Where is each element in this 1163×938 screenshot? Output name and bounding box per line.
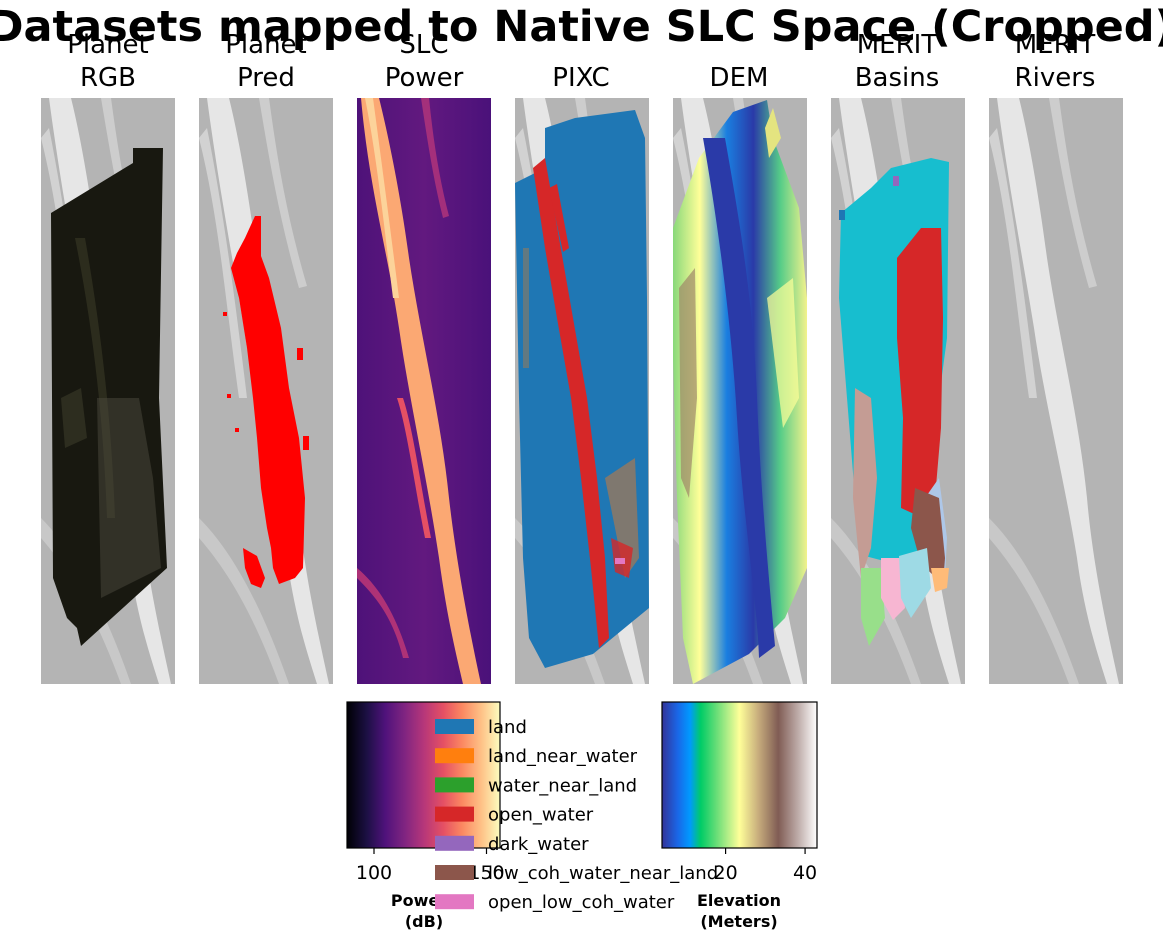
legend-label-open-water: open_water [488, 805, 594, 826]
power-colorbar-ticks: 100 150 [356, 848, 505, 884]
legend-swatch-open-water [435, 806, 474, 822]
legend-swatch-low-coh-water-near-land [435, 865, 474, 880]
panel-dem [673, 98, 807, 684]
panel-title-slc-power-line1: SLC [399, 30, 448, 60]
legend-label-water-near-land: water_near_land [488, 775, 637, 796]
elevation-colorbar-tick-label-1: 40 [793, 862, 817, 884]
power-colorbar-tick-label-1: 150 [468, 862, 504, 884]
elevation-colorbar-tick-label-0: 20 [713, 862, 737, 884]
elevation-colorbar-label-line1: Elevation [697, 891, 781, 910]
panel-title-planet-pred-line2: Pred [237, 63, 295, 93]
elevation-colorbar: 20 40 Elevation (Meters) [661, 701, 818, 931]
legend-label-low-coh-water-near-land: low_coh_water_near_land [488, 863, 718, 884]
panel-title-pixc: PIXC [552, 63, 609, 93]
panel-title-slc-power-line2: Power [385, 63, 464, 93]
legend-label-dark-water: dark_water [488, 834, 589, 855]
panel-title-planet-pred-line1: Planet [225, 30, 307, 60]
legend-label-open-low-coh-water: open_low_coh_water [488, 892, 675, 913]
legend-swatch-dark-water [435, 835, 474, 851]
power-colorbar-tick-label-0: 100 [356, 862, 392, 884]
power-colorbar: 100 150 Power (dB) [346, 701, 505, 931]
panel-slc-power [357, 98, 491, 684]
panel-title-planet-rgb-line2: RGB [80, 63, 136, 93]
pixc-legend: land land_near_water water_near_land open_w… [435, 717, 718, 913]
elevation-colorbar-gradient [661, 701, 818, 849]
panel-merit-rivers [989, 98, 1123, 684]
panel-titles: Planet RGB Planet Pred SLC Power PIXC DE… [67, 30, 1095, 93]
panel-title-merit-rivers-line1: MERIT [1015, 30, 1096, 60]
panel-title-dem: DEM [710, 63, 769, 93]
legend-label-land: land [488, 717, 527, 738]
elevation-colorbar-ticks: 20 40 [713, 848, 817, 884]
legend-swatch-land-near-water [435, 748, 474, 764]
panel-planet-rgb [41, 98, 175, 684]
legend-swatch-open-low-coh-water [435, 894, 474, 910]
legend-swatch-land [435, 719, 474, 734]
power-colorbar-gradient [346, 701, 501, 849]
legend-label-land-near-water: land_near_water [488, 746, 638, 767]
figure-title: Datasets mapped to Native SLC Space (Cro… [0, 2, 1163, 52]
panel-title-planet-rgb-line1: Planet [67, 30, 149, 60]
panel-title-merit-basins-line2: Basins [855, 63, 940, 93]
panel-merit-basins [831, 98, 965, 684]
panel-planet-pred [199, 98, 333, 684]
panel-title-merit-basins-line1: MERIT [857, 30, 938, 60]
elevation-colorbar-label-line2: (Meters) [700, 912, 777, 931]
power-colorbar-label-line2: (dB) [405, 912, 443, 931]
power-colorbar-label-line1: Power [391, 891, 447, 910]
panel-title-merit-rivers-line2: Rivers [1015, 63, 1096, 93]
legend-swatch-water-near-land [435, 777, 474, 793]
panel-pixc [515, 98, 649, 684]
